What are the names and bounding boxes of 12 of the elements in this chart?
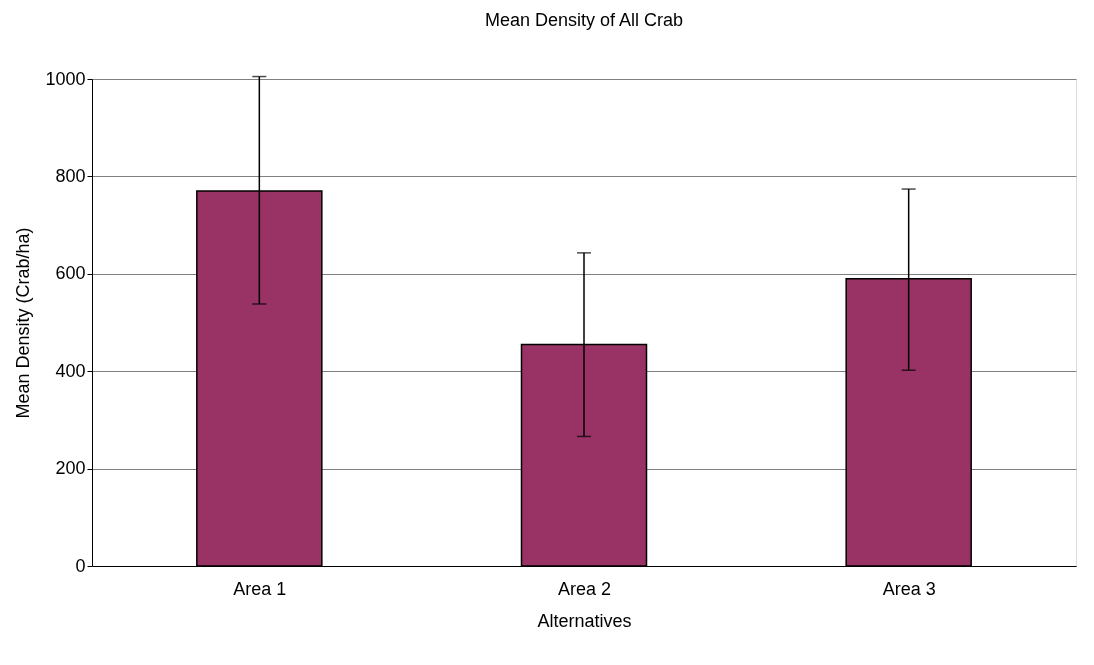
x-axis-title: Alternatives xyxy=(537,610,632,631)
y-tick-label: 600 xyxy=(55,263,86,284)
y-tick-label: 1000 xyxy=(45,68,86,89)
y-tick-label: 0 xyxy=(75,555,86,576)
y-axis-title: Mean Density (Crab/ha) xyxy=(13,227,34,419)
chart-title: Mean Density of All Crab xyxy=(484,10,684,30)
y-tick-label: 200 xyxy=(55,458,86,479)
x-tick-label: Area 1 xyxy=(233,578,287,599)
x-tick-label: Area 2 xyxy=(557,578,612,599)
y-tick-label: 800 xyxy=(55,165,86,186)
x-tick-label: Area 3 xyxy=(882,578,936,599)
y-tick-label: 400 xyxy=(55,360,86,381)
